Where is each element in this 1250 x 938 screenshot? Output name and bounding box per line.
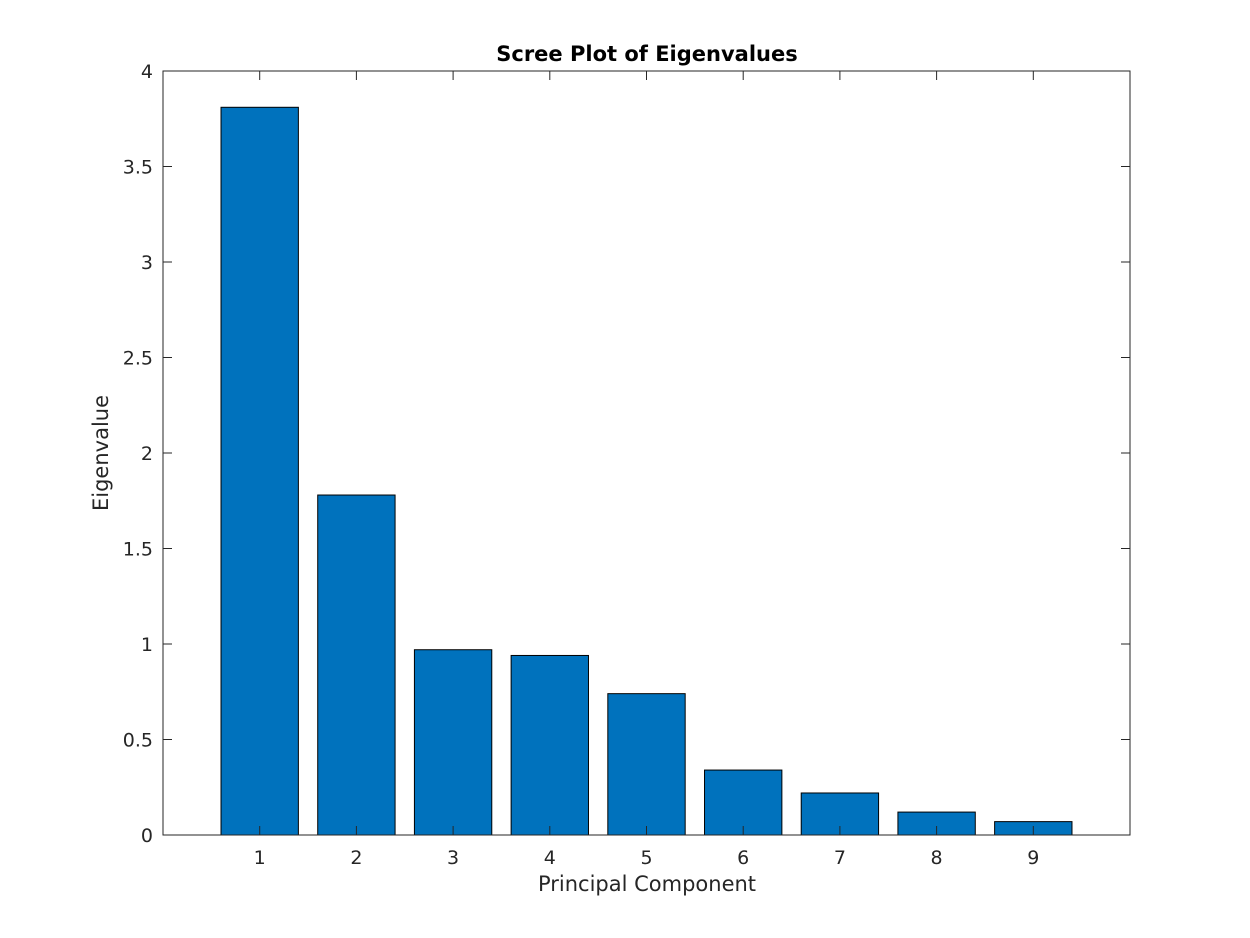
bar-5 <box>607 693 686 836</box>
y-tick-label: 0.5 <box>123 730 153 752</box>
y-tick-label: 3.5 <box>123 157 153 179</box>
x-axis-label: Principal Component <box>538 872 756 896</box>
x-tick-label: 2 <box>350 847 362 869</box>
bar-3 <box>413 649 493 836</box>
x-axis-ticks: 1 2 3 4 5 6 7 8 9 <box>254 71 1039 869</box>
y-tick-label: 2 <box>141 443 153 465</box>
x-tick-label: 6 <box>737 847 749 869</box>
x-tick-label: 7 <box>834 847 846 869</box>
bar-2 <box>317 494 396 836</box>
y-tick-label: 2.5 <box>123 348 153 370</box>
y-tick-label: 1 <box>141 634 153 656</box>
bar-6 <box>704 769 783 836</box>
y-tick-label: 1.5 <box>123 539 153 561</box>
y-axis-label: Eigenvalue <box>89 395 113 511</box>
bars-group <box>220 106 1073 836</box>
x-tick-label: 8 <box>931 847 943 869</box>
y-tick-label: 4 <box>141 61 153 83</box>
chart-title: Scree Plot of Eigenvalues <box>496 42 798 66</box>
y-axis-ticks: 0 0.5 1 1.5 2 2.5 3 3.5 4 <box>123 61 1130 847</box>
plot-area-box <box>162 70 1131 836</box>
bar-1 <box>220 106 299 836</box>
x-tick-label: 4 <box>544 847 556 869</box>
y-tick-label: 0 <box>141 825 153 847</box>
x-tick-label: 1 <box>254 847 266 869</box>
x-tick-label: 9 <box>1027 847 1039 869</box>
x-tick-label: 5 <box>640 847 652 869</box>
x-tick-label: 3 <box>447 847 459 869</box>
bar-4 <box>510 654 589 836</box>
y-tick-label: 3 <box>141 252 153 274</box>
